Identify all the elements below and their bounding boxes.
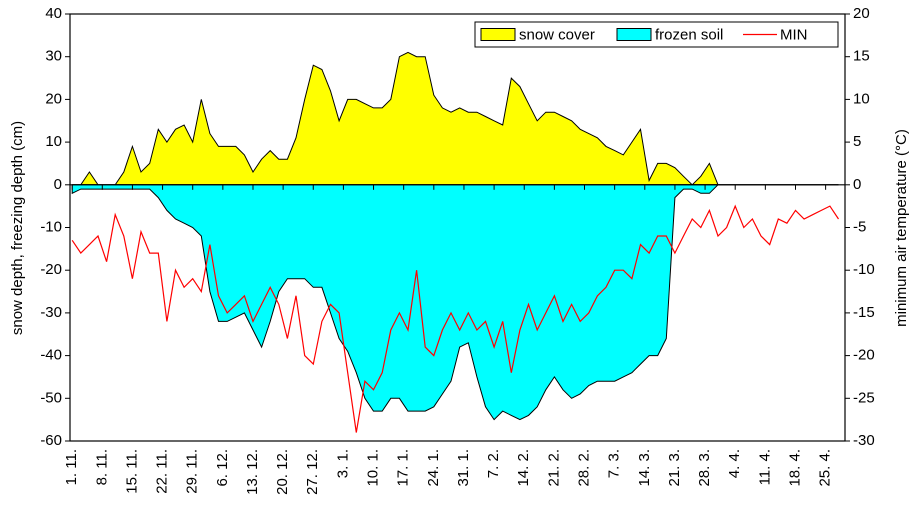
- x-tick-label: 15. 11.: [123, 449, 140, 494]
- x-tick-label: 13. 12.: [244, 449, 261, 495]
- y-tick-label: 30: [45, 48, 62, 65]
- legend-label: snow cover: [519, 26, 595, 43]
- x-tick-label: 11. 4.: [756, 449, 773, 485]
- x-tick-label: 7. 3.: [606, 449, 623, 478]
- y2-tick-label: 15: [853, 48, 870, 65]
- x-tick-label: 1. 11.: [63, 449, 80, 485]
- y-tick-label: -30: [40, 304, 62, 321]
- x-tick-label: 24. 1.: [425, 449, 442, 487]
- y2-tick-label: -5: [853, 218, 866, 235]
- x-tick-label: 27. 12.: [304, 449, 321, 495]
- x-tick-label: 22. 11.: [154, 449, 171, 494]
- x-tick-label: 8. 11.: [93, 449, 110, 485]
- x-tick-label: 29. 11.: [184, 449, 201, 494]
- area: [71, 184, 839, 421]
- y2-tick-label: 10: [853, 90, 870, 107]
- legend-label: MIN: [780, 26, 808, 43]
- y-tick-label: 10: [45, 133, 62, 150]
- x-tick-label: 18. 4.: [786, 449, 803, 487]
- x-tick-label: 4. 4.: [726, 449, 743, 478]
- plot-area: [71, 51, 839, 433]
- y-tick-label: 40: [45, 5, 62, 22]
- y2-tick-label: -30: [853, 432, 875, 449]
- area: [72, 51, 839, 186]
- x-tick-label: 6. 12.: [214, 449, 231, 487]
- x-tick-label: 28. 2.: [575, 449, 592, 487]
- y-tick-label: -40: [40, 347, 62, 364]
- y2-tick-label: 5: [853, 133, 861, 150]
- y2-axis-title: minimum air temperature (°C): [893, 129, 910, 327]
- x-tick-label: 25. 4.: [817, 449, 834, 487]
- legend-label: frozen soil: [655, 26, 723, 43]
- y-tick-label: -10: [40, 218, 62, 235]
- y-tick-label: 0: [54, 176, 62, 193]
- legend-swatch: [480, 28, 516, 41]
- x-tick-label: 17. 1.: [395, 449, 412, 487]
- line: [71, 204, 839, 433]
- x-tick-label: 21. 3.: [666, 449, 683, 487]
- y2-tick-label: -20: [853, 347, 875, 364]
- x-tick-label: 28. 3.: [696, 449, 713, 487]
- x-tick-label: 31. 1.: [455, 449, 472, 487]
- y-tick-label: 20: [45, 90, 62, 107]
- y-axis-title: snow depth, freezing depth (cm): [9, 121, 26, 335]
- legend: snow cover frozen soil MIN: [474, 21, 839, 48]
- y2-tick-label: 20: [853, 5, 870, 22]
- y2-tick-label: 0: [853, 176, 861, 193]
- legend-box: [474, 21, 839, 48]
- x-tick-label: 14. 2.: [515, 449, 532, 487]
- x-tick-label: 7. 2.: [485, 449, 502, 478]
- y2-tick-label: -10: [853, 261, 875, 278]
- x-tick-label: 21. 2.: [545, 449, 562, 487]
- x-tick-label: 14. 3.: [636, 449, 653, 487]
- y-tick-label: -20: [40, 261, 62, 278]
- y2-tick-label: -15: [853, 304, 875, 321]
- x-tick-label: 3. 1.: [334, 449, 351, 478]
- y2-tick-label: -25: [853, 389, 875, 406]
- y-tick-label: -50: [40, 389, 62, 406]
- legend-swatch: [616, 28, 652, 41]
- y-tick-label: -60: [40, 432, 62, 449]
- x-tick-label: 20. 12.: [274, 449, 291, 495]
- x-tick-label: 10. 1.: [365, 449, 382, 487]
